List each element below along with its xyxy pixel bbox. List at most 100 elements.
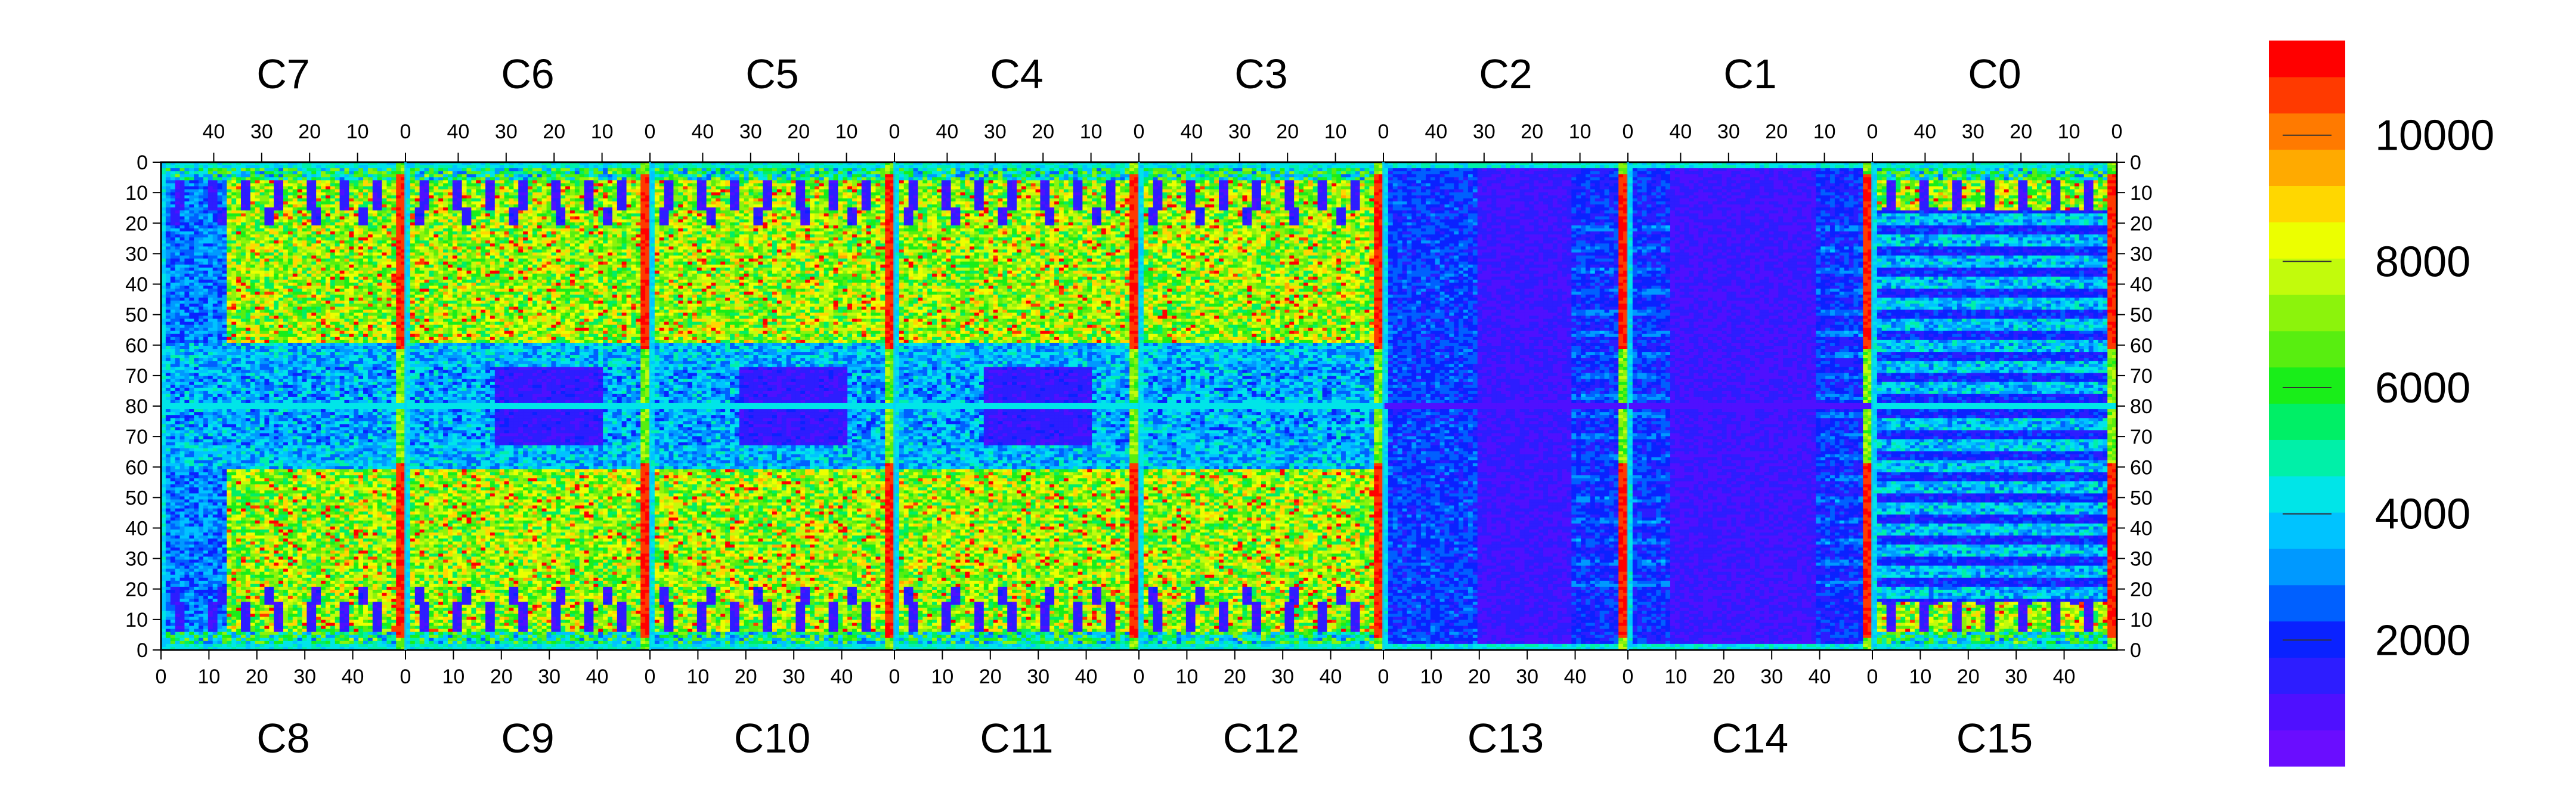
heatmap-cell: [180, 328, 185, 332]
heatmap-cell: [189, 177, 194, 181]
heatmap-cell: [208, 256, 213, 259]
heatmap-cell: [203, 237, 208, 241]
heatmap-cell: [194, 581, 199, 584]
heatmap-cell: [194, 298, 199, 301]
heatmap-cell: [175, 430, 180, 434]
heatmap-cell: [208, 268, 213, 271]
heatmap-cell: [203, 454, 208, 458]
heatmap-cell: [175, 608, 180, 611]
heatmap-cell: [194, 617, 199, 620]
heatmap-cell: [194, 328, 199, 332]
heatmap-cell: [203, 355, 208, 358]
heatmap-cell: [184, 596, 189, 599]
heatmap-cell: [171, 518, 175, 521]
heatmap-cell: [208, 478, 213, 482]
heatmap-cell: [189, 309, 194, 313]
heatmap-cell: [213, 256, 218, 259]
heatmap-cell: [175, 644, 180, 648]
heatmap-cell: [175, 213, 180, 217]
heatmap-cell: [166, 352, 171, 355]
heatmap-cell: [171, 312, 175, 316]
heatmap-cell: [184, 379, 189, 383]
heatmap-cell: [171, 361, 175, 364]
heatmap-cell: [166, 274, 171, 277]
heatmap-cell: [208, 177, 213, 181]
heatmap-cell: [213, 617, 218, 620]
heatmap-cell: [189, 493, 194, 497]
heatmap-cell: [189, 219, 194, 223]
heatmap-cell: [218, 506, 222, 509]
heatmap-cell: [203, 199, 208, 202]
heatmap-cell: [199, 334, 203, 338]
heatmap-cell: [180, 439, 185, 443]
heatmap-cell: [180, 602, 185, 605]
heatmap-cell: [213, 460, 218, 464]
heatmap-cell: [194, 349, 199, 352]
heatmap-cell: [166, 252, 171, 256]
heatmap-cell: [203, 602, 208, 605]
heatmap-cell: [171, 490, 175, 494]
heatmap-cell: [199, 490, 203, 494]
heatmap-cell: [213, 629, 218, 633]
heatmap-cell: [171, 478, 175, 482]
heatmap-cell: [171, 593, 175, 596]
heatmap-cell: [171, 177, 175, 181]
heatmap-cell: [175, 553, 180, 557]
heatmap-cell: [203, 463, 208, 467]
heatmap-cell: [166, 530, 171, 533]
heatmap-cell: [171, 295, 175, 298]
heatmap-cell: [166, 409, 171, 413]
heatmap-cell: [203, 515, 208, 518]
heatmap-cell: [218, 312, 222, 316]
heatmap-cell: [203, 183, 208, 187]
heatmap-cell: [218, 469, 222, 473]
heatmap-cell: [189, 481, 194, 485]
heatmap-cell: [213, 370, 218, 373]
heatmap-cell: [194, 530, 199, 533]
heatmap-cell: [208, 599, 213, 602]
heatmap-cell: [184, 337, 189, 340]
heatmap-cell: [184, 421, 189, 425]
heatmap-cell: [218, 463, 222, 467]
heatmap-cell: [166, 521, 171, 524]
heatmap-cell: [203, 427, 208, 431]
heatmap-cell: [175, 219, 180, 223]
heatmap-cell: [184, 527, 189, 530]
heatmap-cell: [199, 421, 203, 425]
heatmap-cell: [171, 569, 175, 572]
heatmap-cell: [171, 602, 175, 605]
heatmap-cell: [189, 581, 194, 584]
heatmap-cell: [166, 487, 171, 491]
heatmap-cell: [199, 503, 203, 506]
heatmap-cell: [175, 340, 180, 343]
heatmap-cell: [180, 171, 185, 175]
heatmap-cell: [203, 382, 208, 386]
heatmap-cell: [175, 421, 180, 425]
heatmap-cell: [189, 436, 194, 439]
heatmap-cell: [166, 376, 171, 380]
heatmap-cell: [213, 289, 218, 292]
heatmap-cell: [213, 496, 218, 500]
heatmap-cell: [184, 484, 189, 488]
heatmap-cell: [189, 280, 194, 283]
heatmap-cell: [213, 611, 218, 614]
heatmap-cell: [203, 316, 208, 320]
heatmap-cell: [203, 626, 208, 630]
heatmap-cell: [171, 379, 175, 383]
heatmap-cell: [208, 487, 213, 491]
heatmap-cell: [213, 337, 218, 340]
heatmap-cell: [184, 575, 189, 578]
heatmap-cell: [180, 325, 185, 329]
heatmap-cell: [203, 202, 208, 205]
heatmap-cell: [203, 168, 208, 172]
heatmap-cell: [175, 379, 180, 383]
heatmap-cell: [199, 388, 203, 392]
heatmap-cell: [166, 292, 171, 295]
heatmap-cell: [208, 439, 213, 443]
heatmap-cell: [171, 325, 175, 329]
heatmap-cell: [208, 515, 213, 518]
heatmap-cell: [213, 196, 218, 199]
heatmap-cell: [213, 376, 218, 380]
heatmap-cell: [175, 186, 180, 190]
heatmap-cell: [171, 500, 175, 503]
